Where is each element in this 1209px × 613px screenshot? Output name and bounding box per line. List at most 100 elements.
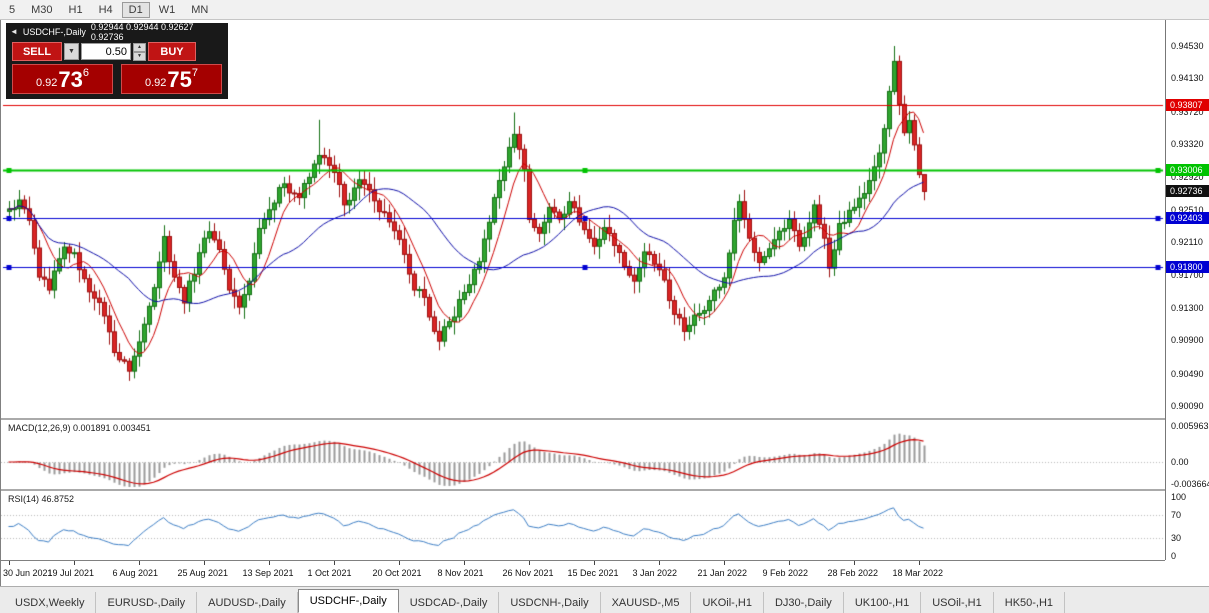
timeframe-button-w1[interactable]: W1 (152, 2, 183, 18)
price-scale-label: 0.93320 (1171, 139, 1204, 150)
volume-dropdown-button[interactable]: ▼ (64, 43, 79, 60)
chart-tab-ukoil-h1[interactable]: UKOil-,H1 (691, 592, 764, 613)
buy-price-base: 0.92 (144, 77, 167, 89)
hline-price-label: 0.93006 (1166, 163, 1209, 176)
buy-price-pip: 7 (191, 67, 199, 79)
price-scale-label: 0.90900 (1171, 335, 1204, 346)
trade-prices-row: 0.92 73 6 0.92 75 7 (6, 64, 228, 94)
timeframe-toolbar: 5 M30 H1 H4 D1 W1 MN (0, 0, 1209, 20)
chart-tab-audusd-daily[interactable]: AUDUSD-,Daily (197, 592, 298, 613)
chart-tab-uk100-h1[interactable]: UK100-,H1 (844, 592, 922, 613)
date-label: 20 Oct 2021 (372, 568, 422, 578)
hline-price-label: 0.93807 (1166, 98, 1209, 111)
price-scale-label: 0.91300 (1171, 302, 1204, 313)
sell-price-display[interactable]: 0.92 73 6 (12, 64, 113, 94)
price-scale-label: 0.90490 (1171, 368, 1204, 379)
date-label: 6 Aug 2021 (112, 568, 159, 578)
price-scale-label: 0.92920 (1171, 171, 1204, 182)
date-tick (204, 561, 205, 565)
buy-price-display[interactable]: 0.92 75 7 (121, 64, 222, 94)
date-label: 26 Nov 2021 (502, 568, 554, 578)
chart-tab-usoil-h1[interactable]: USOil-,H1 (921, 592, 994, 613)
date-label: 1 Oct 2021 (307, 568, 352, 578)
panel-splitter[interactable] (1, 489, 1209, 491)
date-label: 30 Jun 2021 (3, 568, 53, 578)
price-scale-label: 0.94530 (1171, 41, 1204, 51)
macd-scale-label: 0.005963 (1171, 420, 1209, 431)
chart-window: MACD(12,26,9) 0.001891 0.003451 RSI(14) … (0, 20, 1209, 586)
price-scale-label: 0.92110 (1171, 237, 1203, 248)
chart-tab-usdcnh-daily[interactable]: USDCNH-,Daily (499, 592, 601, 613)
rsi-scale-label: 70 (1171, 509, 1182, 520)
date-tick (139, 561, 140, 565)
buy-price-big: 75 (167, 67, 192, 92)
buy-button[interactable]: BUY (148, 42, 196, 61)
volume-up-icon[interactable]: ▲ (133, 43, 146, 52)
date-tick (529, 561, 530, 565)
macd-panel-canvas[interactable] (1, 420, 1165, 489)
price-scale-label: 0.93720 (1171, 106, 1204, 117)
rsi-indicator-label: RSI(14) 46.8752 (8, 494, 75, 504)
rsi-scale-label: 100 (1171, 492, 1187, 502)
date-tick (399, 561, 400, 565)
date-tick (854, 561, 855, 565)
volume-input[interactable] (81, 43, 131, 60)
date-label: 8 Nov 2021 (437, 568, 484, 578)
date-tick (789, 561, 790, 565)
trade-controls-row: SELL ▼ ▲ ▼ BUY (6, 40, 228, 64)
chart-tab-dj30-daily[interactable]: DJ30-,Daily (764, 592, 844, 613)
volume-spinner[interactable]: ▲ ▼ (133, 43, 146, 61)
timeframe-button-h4[interactable]: H4 (92, 2, 120, 18)
sell-button[interactable]: SELL (12, 42, 62, 61)
hline-price-label: 0.91800 (1166, 261, 1209, 274)
date-label: 3 Jan 2022 (632, 568, 678, 578)
timeframe-button-mn[interactable]: MN (184, 2, 215, 18)
collapse-panel-arrow[interactable]: ◄ (10, 27, 18, 36)
chart-tab-eurusd-daily[interactable]: EURUSD-,Daily (96, 592, 198, 613)
price-scale-label: 0.92510 (1171, 204, 1204, 215)
sell-price-big: 73 (58, 67, 83, 92)
chart-symbol-title: USDCHF-,Daily (22, 26, 86, 37)
chart-title-bar: ◄ USDCHF-,Daily 0.92944 0.92944 0.92627 … (6, 21, 228, 42)
chart-tab-hk50-h1[interactable]: HK50-,H1 (994, 592, 1066, 613)
timeframe-button-5[interactable]: 5 (2, 2, 22, 18)
date-tick (334, 561, 335, 565)
timeframe-button-d1[interactable]: D1 (121, 1, 150, 18)
date-label: 9 Feb 2022 (762, 568, 809, 578)
chart-tab-usdx-weekly[interactable]: USDX,Weekly (4, 592, 97, 613)
date-tick (724, 561, 725, 565)
chart-ohlc-values: 0.92944 0.92944 0.92627 0.92736 (90, 21, 194, 42)
macd-scale-label: 0.00 (1171, 457, 1189, 467)
chart-tab-usdchf-daily[interactable]: USDCHF-,Daily (297, 589, 399, 613)
date-tick (9, 561, 10, 565)
price-scale-label: 0.90090 (1171, 400, 1204, 411)
date-tick (74, 561, 75, 565)
hline-price-label: 0.92403 (1166, 212, 1209, 225)
timeframe-button-m30[interactable]: M30 (24, 2, 59, 18)
date-axis: 30 Jun 2021 19 Jul 2021 6 Aug 2021 25 Aug 2… (1, 560, 1165, 586)
date-tick (594, 561, 595, 565)
sell-price-pip: 6 (82, 67, 90, 79)
chart-tabs-bar: USDX,Weekly EURUSD-,Daily AUDUSD-,Daily USD… (0, 586, 1209, 613)
date-tick (464, 561, 465, 565)
panel-splitter[interactable] (1, 418, 1209, 420)
volume-down-icon[interactable]: ▼ (133, 52, 146, 61)
date-tick (659, 561, 660, 565)
date-label: 28 Feb 2022 (827, 568, 879, 578)
date-label: 18 Mar 2022 (892, 568, 944, 578)
price-scale-label: 0.91700 (1171, 270, 1204, 281)
date-label: 21 Jan 2022 (697, 568, 748, 578)
price-scale-label: 0.94130 (1171, 73, 1204, 84)
date-tick (269, 561, 270, 565)
current-price-label: 0.92736 (1166, 185, 1209, 198)
price-axis: 0.94530 0.94130 0.93720 0.93320 0.92920 0.925… (1165, 20, 1209, 561)
chart-tab-xauusd-m5[interactable]: XAUUSD-,M5 (601, 592, 692, 613)
timeframe-button-h1[interactable]: H1 (62, 2, 90, 18)
rsi-scale-label: 30 (1171, 533, 1182, 544)
one-click-trading-panel: ◄ USDCHF-,Daily 0.92944 0.92944 0.92627 … (6, 21, 228, 99)
macd-scale-label: -0.003664 (1171, 479, 1209, 490)
chart-tab-usdcad-daily[interactable]: USDCAD-,Daily (399, 592, 500, 613)
date-label: 13 Sep 2021 (242, 568, 294, 578)
rsi-panel-canvas[interactable] (1, 491, 1165, 560)
